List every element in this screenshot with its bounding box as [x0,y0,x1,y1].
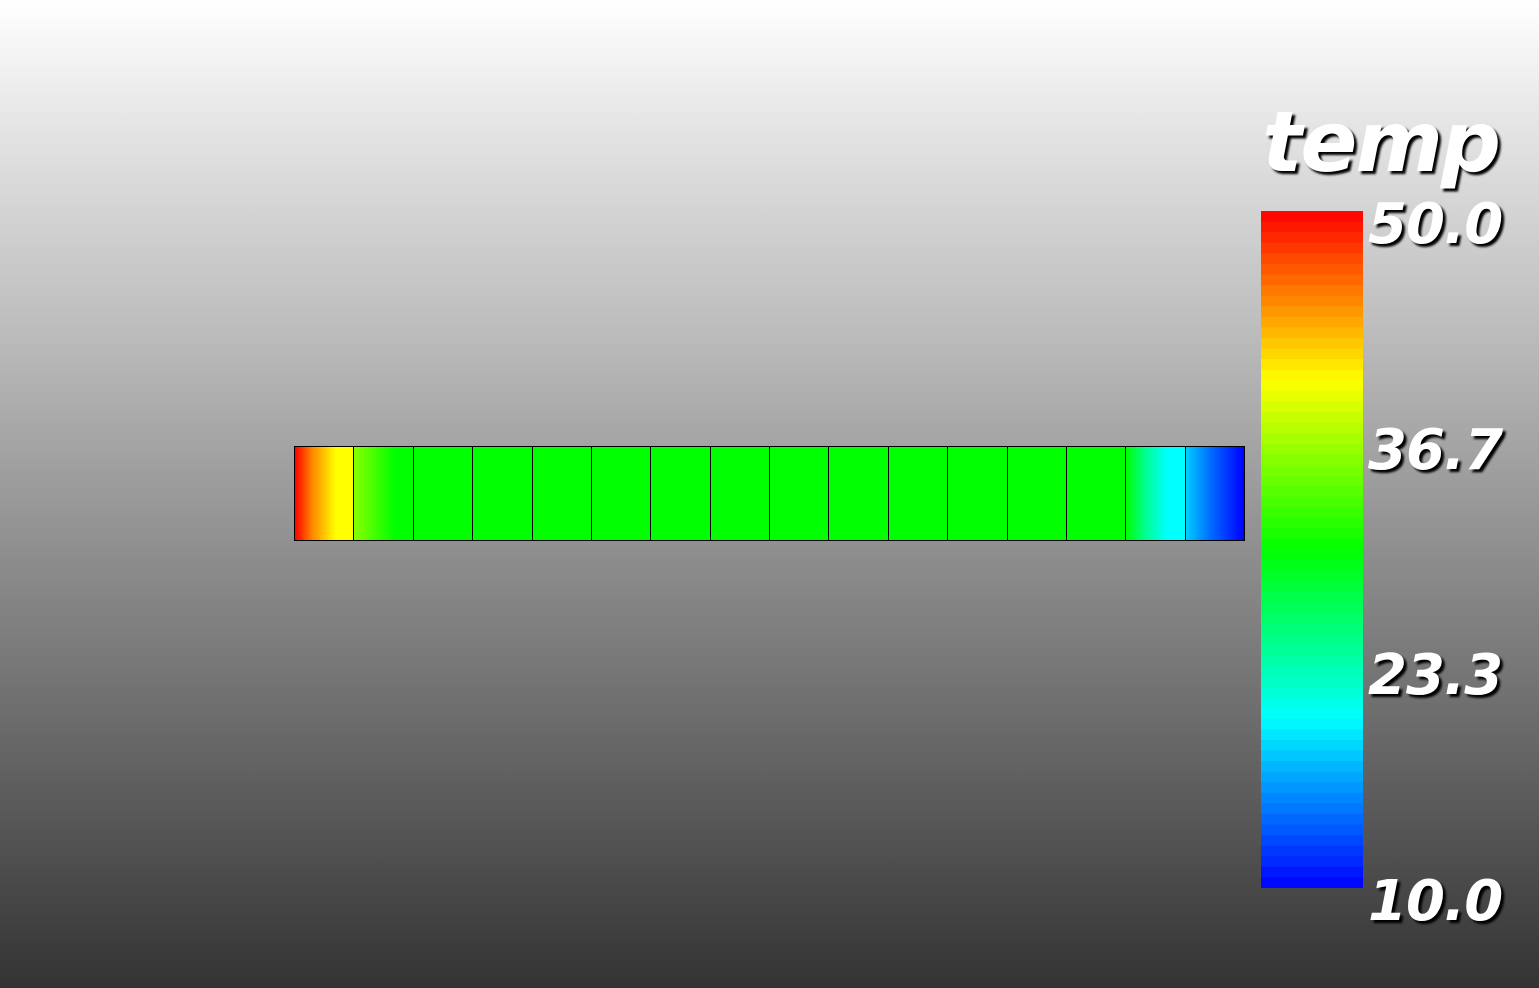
rod-cell [353,447,413,540]
legend-color-band [1261,718,1363,730]
legend-color-band [1261,602,1363,614]
legend-color-band [1261,761,1363,773]
legend-color-band [1261,835,1363,847]
legend-color-band [1261,655,1363,667]
legend-color-band [1261,475,1363,487]
legend-color-band [1261,242,1363,254]
legend-color-band [1261,676,1363,688]
legend-tick-max: 50.0 [1368,192,1503,257]
legend-color-band [1261,581,1363,593]
legend-tick-2: 36.7 [1368,418,1503,483]
legend-color-band [1261,454,1363,466]
legend-color-band [1261,337,1363,350]
legend-title: temp [1262,93,1501,191]
legend-color-band [1261,591,1363,603]
legend-color-band [1261,824,1363,836]
legend-color-band [1261,739,1363,752]
legend-color-band [1261,782,1363,794]
legend-color-band [1261,803,1363,815]
legend-tick-min: 10.0 [1368,869,1503,934]
rod-cell [472,447,532,540]
rod-cell [828,447,888,540]
legend-color-band [1261,708,1363,720]
legend-color-band [1261,665,1363,678]
rod-cell [709,447,769,540]
rod-cell [887,447,948,540]
legend-color-band [1261,486,1363,498]
legend-color-band [1261,612,1363,625]
rod-cell [531,447,591,540]
legend-color-band [1261,729,1363,741]
rod-cell [590,447,651,540]
legend-color-band [1261,528,1363,540]
legend-color-band [1261,687,1363,699]
legend-color-band [1261,285,1363,297]
legend-color-band [1261,792,1363,804]
legend-color-band [1261,570,1363,582]
legend-color-band [1261,866,1363,879]
legend-color-band [1261,359,1363,371]
legend-color-band [1261,295,1363,307]
rod-cell [650,447,710,540]
legend-tick-1: 23.3 [1368,643,1503,708]
legend-color-band [1261,443,1363,455]
legend-color-band [1261,464,1363,477]
rod-cell [1065,447,1126,540]
legend-color-band [1261,390,1363,403]
temperature-rod [294,446,1245,541]
legend-color-band [1261,496,1363,508]
rod-cell [295,447,354,540]
legend-color-band [1261,697,1363,709]
legend-color-band [1261,306,1363,318]
legend-color-band [1261,369,1363,381]
legend-color-band [1261,274,1363,286]
legend-color-band [1261,623,1363,635]
legend-color-band [1261,348,1363,360]
legend-color-band [1261,507,1363,519]
legend-color-band [1261,433,1363,445]
rod-cell [947,447,1007,540]
legend-color-band [1261,263,1363,276]
legend-color-band [1261,380,1363,392]
legend-color-band [1261,327,1363,339]
legend-color-band [1261,401,1363,413]
legend-color-band [1261,253,1363,265]
rod-cell [1006,447,1066,540]
rod-cell [1184,447,1244,540]
legend-color-band [1261,644,1363,656]
legend-color-band [1261,877,1363,888]
legend-color-band [1261,634,1363,646]
legend-color-band [1261,422,1363,434]
legend-color-band [1261,211,1363,223]
rod-cell [769,447,829,540]
color-legend-bar [1261,211,1363,888]
legend-color-band [1261,411,1363,424]
legend-color-band [1261,750,1363,762]
legend-color-band [1261,232,1363,244]
legend-color-band [1261,771,1363,783]
rod-cell [412,447,473,540]
rod-cell [1125,447,1185,540]
legend-color-band [1261,517,1363,529]
legend-color-band [1261,316,1363,328]
legend-color-band [1261,813,1363,826]
legend-color-band [1261,221,1363,233]
legend-color-band [1261,856,1363,868]
legend-color-band [1261,560,1363,572]
legend-color-band [1261,538,1363,551]
legend-color-band [1261,549,1363,561]
legend-color-band [1261,845,1363,857]
